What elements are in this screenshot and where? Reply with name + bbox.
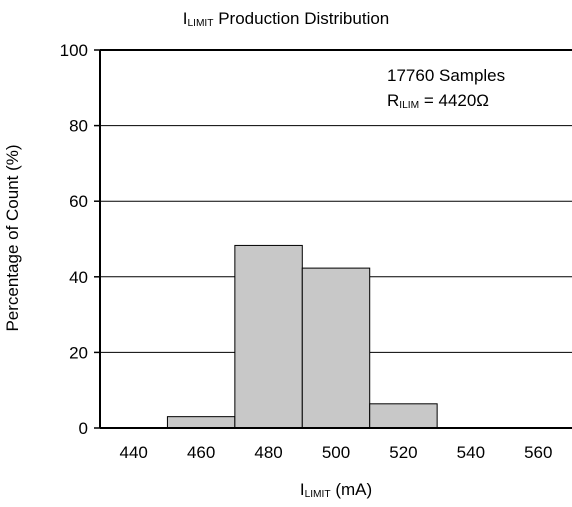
x-axis-label-main: I: [299, 480, 305, 499]
axes: [94, 49, 572, 429]
y-tick-label-0: 0: [79, 419, 88, 438]
x-tick-label-500: 500: [322, 443, 350, 462]
x-tick-label-520: 520: [389, 443, 417, 462]
chart-title: ILIMIT Production Distribution: [0, 9, 572, 29]
annotation-resistor: RILIM = 4420Ω: [387, 88, 505, 118]
y-tick-label-40: 40: [69, 268, 88, 287]
chart-title-rest: Production Distribution: [213, 9, 390, 28]
y-tick-label-100: 100: [60, 41, 88, 60]
y-tick-label-20: 20: [69, 343, 88, 362]
x-axis-label-rest: (mA): [330, 480, 373, 499]
bars: [166, 244, 438, 429]
chart-title-main: I: [182, 9, 188, 28]
annotation-resistor-subscript: ILIM: [399, 100, 420, 112]
x-axis-label: ILIMIT (mA): [100, 480, 572, 500]
y-tick-labels: 0 20 40 60 80 100: [60, 41, 88, 438]
annotation: 17760 Samples RILIM = 4420Ω: [387, 63, 505, 118]
x-tick-label-560: 560: [524, 443, 552, 462]
y-axis-label-text: Percentage of Count (%): [3, 144, 22, 332]
bar-490-510: [301, 267, 371, 429]
y-tick-label-60: 60: [69, 192, 88, 211]
x-tick-label-460: 460: [187, 443, 215, 462]
annotation-resistor-main: R: [387, 91, 400, 110]
bar-470-490: [234, 244, 303, 429]
chart-title-subscript: LIMIT: [187, 18, 214, 30]
x-tick-labels: 440 460 480 500 520 540 560: [120, 443, 553, 462]
bar-510-530: [369, 403, 438, 429]
annotation-samples: 17760 Samples: [387, 66, 506, 85]
x-tick-label-480: 480: [254, 443, 282, 462]
x-axis-label-subscript: LIMIT: [304, 489, 331, 501]
annotation-resistor-rest: = 4420Ω: [419, 91, 490, 110]
bar-450-470: [166, 416, 236, 429]
x-tick-label-540: 540: [457, 443, 485, 462]
x-tick-label-440: 440: [120, 443, 148, 462]
y-tick-label-80: 80: [69, 117, 88, 136]
